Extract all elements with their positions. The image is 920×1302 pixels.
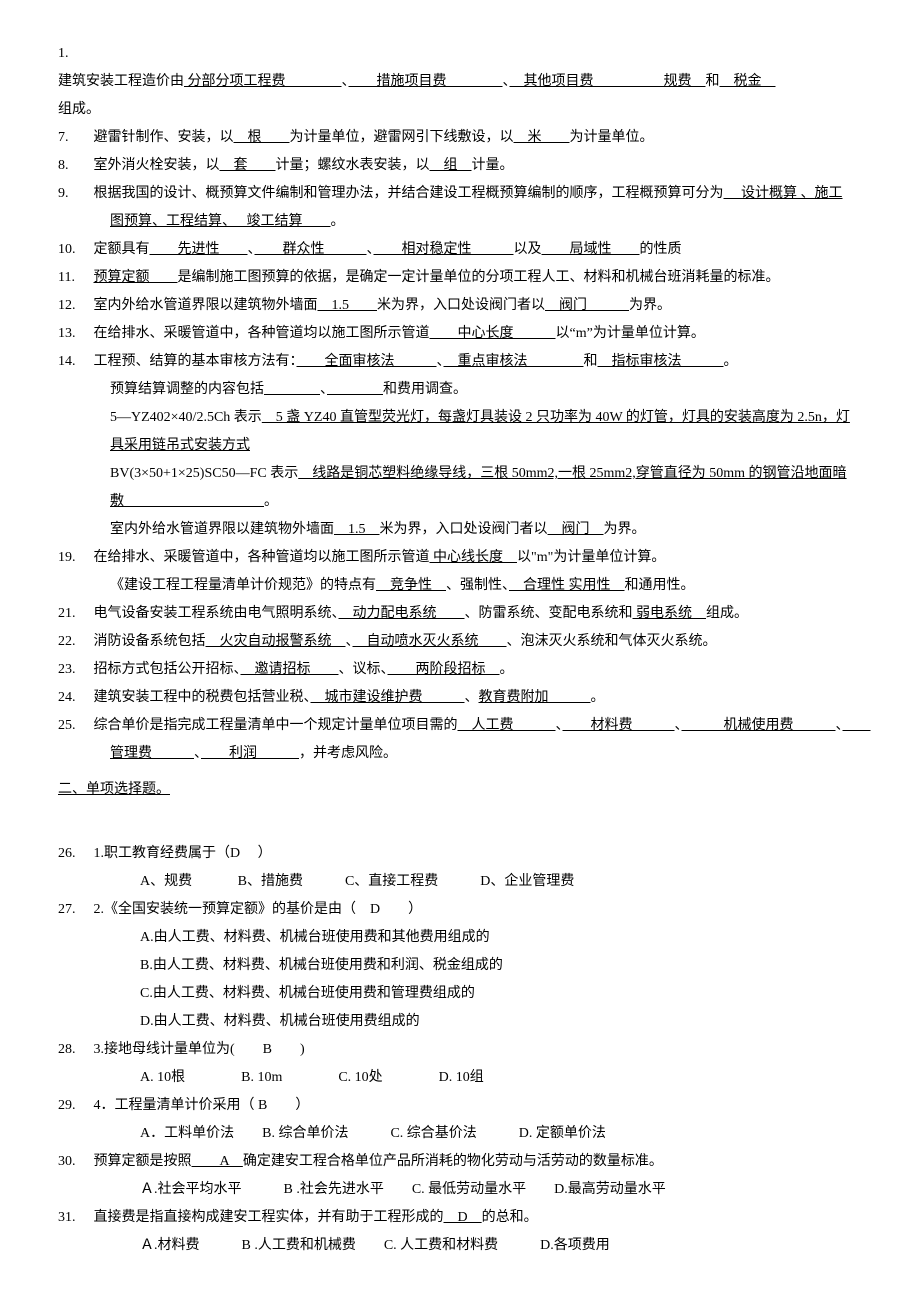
blank: 先进性: [150, 242, 248, 257]
q1-line: 建筑安装工程造价由 分部分项工程费 、 措施项目费 、 其他项目费 规费 和 税…: [58, 68, 862, 96]
blank: 阀门: [548, 522, 604, 537]
q27: 27. 2.《全国安装统一预算定额》的基价是由（ D ）: [58, 896, 862, 924]
q19b: 《建设工程工程量清单计价规范》的特点有 竞争性 、强制性、 合理性 实用性 和通…: [58, 572, 862, 600]
q29: 29. 4．工程量清单计价采用（ B ）: [58, 1092, 862, 1120]
blank: 全面审核法: [297, 354, 437, 369]
q7: 7. 避雷针制作、安装，以 根 为计量单位，避雷网引下线敷设，以 米 为计量单位…: [58, 124, 862, 152]
blank: 群众性: [255, 242, 367, 257]
blank: 根: [234, 130, 290, 145]
q19: 19. 在给排水、采暖管道中，各种管道均以施工图所示管道 中心线长度 以"m"为…: [58, 544, 862, 572]
q30-opts: Ａ.社会平均水平 B .社会先进水平 C. 最低劳动量水平 D.最高劳动量水平: [58, 1176, 862, 1204]
blank: 竞争性: [376, 578, 446, 593]
q23: 23. 招标方式包括公开招标、 邀请招标 、议标、 两阶段招标 。: [58, 656, 862, 684]
q31-opts: Ａ.材料费 B .人工费和机械费 C. 人工费和材料费 D.各项费用: [58, 1232, 862, 1260]
q27-a: A.由人工费、材料费、机械台班使用费和其他费用组成的: [58, 924, 862, 952]
blank: 两阶段招标: [388, 662, 500, 677]
blank: 指标审核法: [598, 354, 724, 369]
q25b: 管理费 、 利润 ，并考虑风险。: [58, 740, 862, 768]
blank: D: [444, 1210, 482, 1225]
q26-opts: A、规费 B、措施费 C、直接工程费 D、企业管理费: [58, 868, 862, 896]
blank: 1.5: [318, 298, 378, 313]
blank: 弱电系统: [633, 606, 707, 621]
blank: 材料费: [563, 718, 675, 733]
blank: 动力配电系统: [339, 606, 465, 621]
q14d: BV(3×50+1×25)SC50—FC 表示 线路是铜芯塑料绝缘导线，三根 5…: [58, 460, 862, 488]
blank: [264, 382, 320, 397]
blank: 规费: [650, 74, 706, 89]
blank: 利润: [201, 746, 299, 761]
num-1: 1.: [58, 46, 69, 61]
q26: 26. 1.职工教育经费属于（D ）: [58, 840, 862, 868]
q14e: 室内外给水管道界限以建筑物外墙面 1.5 米为界，入口处设阀门者以 阀门 为界。: [58, 516, 862, 544]
q31: 31. 直接费是指直接构成建安工程实体，并有助于工程形成的 D 的总和。: [58, 1204, 862, 1232]
blank: 敷: [110, 494, 264, 509]
q29-opts: A．工料单价法 B. 综合单价法 C. 综合基价法 D. 定额单价法: [58, 1120, 862, 1148]
blank: 城市建设维护费: [311, 690, 465, 705]
blank: 重点审核法: [444, 354, 584, 369]
q27-c: C.由人工费、材料费、机械台班使用费和管理费组成的: [58, 980, 862, 1008]
blank: 中心长度: [430, 326, 556, 341]
q28-opts: A. 10根 B. 10m C. 10处 D. 10组: [58, 1064, 862, 1092]
blank: [843, 718, 871, 733]
q14c: 5—YZ402×40/2.5Ch 表示 5 盏 YZ40 直管型荧光灯，每盏灯具…: [58, 404, 862, 432]
blank: 1.5: [334, 522, 380, 537]
blank: 火灾自动报警系统: [206, 634, 346, 649]
blank: 预算定额: [94, 270, 178, 285]
q22: 22. 消防设备系统包括 火灾自动报警系统 、 自动喷水灭火系统 、泡沫灭火系统…: [58, 628, 862, 656]
q14: 14. 工程预、结算的基本审核方法有： 全面审核法 、 重点审核法 和 指标审核…: [58, 348, 862, 376]
q28: 28. 3.接地母线计量单位为( B ): [58, 1036, 862, 1064]
blank: 线路是铜芯塑料绝缘导线，三根 50mm2,一根 25mm2,穿管直径为 50mm…: [298, 466, 846, 481]
q13: 13. 在给排水、采暖管道中，各种管道均以施工图所示管道 中心长度 以“m”为计…: [58, 320, 862, 348]
q12: 12. 室内外给水管道界限以建筑物外墙面 1.5 米为界，入口处设阀门者以 阀门…: [58, 292, 862, 320]
q14c2: 具采用链吊式安装方式: [58, 432, 862, 460]
blank: 5 盏 YZ40 直管型荧光灯，每盏灯具装设 2 只功率为 40W 的灯管，灯具…: [262, 410, 850, 425]
blank: 米: [514, 130, 570, 145]
blank: 阀门: [545, 298, 629, 313]
q30: 30. 预算定额是按照 A 确定建安工程合格单位产品所消耗的物化劳动与活劳动的数…: [58, 1148, 862, 1176]
q27-b: B.由人工费、材料费、机械台班使用费和利润、税金组成的: [58, 952, 862, 980]
q1-num: 1.: [58, 40, 862, 68]
q9: 9. 根据我国的设计、概预算文件编制和管理办法，并结合建设工程概预算编制的顺序，…: [58, 180, 862, 208]
blank: 分部分项工程费: [184, 74, 342, 89]
q25: 25. 综合单价是指完成工程量清单中一个规定计量单位项目需的 人工费 、 材料费…: [58, 712, 862, 740]
section-2-title: 二、单项选择题。: [58, 776, 862, 804]
blank: 套: [220, 158, 276, 173]
q21: 21. 电气设备安装工程系统由电气照明系统、 动力配电系统 、防雷系统、变配电系…: [58, 600, 862, 628]
q14d2: 敷 。: [58, 488, 862, 516]
q1-line2: 组成。: [58, 96, 862, 124]
blank: 局域性: [542, 242, 640, 257]
q8: 8. 室外消火栓安装，以 套 计量；螺纹水表安装，以 组 计量。: [58, 152, 862, 180]
blank: A: [192, 1154, 243, 1169]
blank: 其他项目费: [510, 74, 650, 89]
blank: 机械使用费: [682, 718, 836, 733]
q14b: 预算结算调整的内容包括 、 和费用调查。: [58, 376, 862, 404]
blank: 管理费: [110, 746, 194, 761]
q9-cont: 图预算、工程结算、 竣工结算 。: [58, 208, 862, 236]
q24: 24. 建筑安装工程中的税费包括营业税、 城市建设维护费 、教育费附加 。: [58, 684, 862, 712]
blank: 自动喷水灭火系统: [353, 634, 507, 649]
blank: 教育费附加: [479, 690, 591, 705]
blank: 邀请招标: [241, 662, 339, 677]
blank: 人工费: [458, 718, 556, 733]
blank: [327, 382, 383, 397]
blank: 相对稳定性: [374, 242, 514, 257]
blank: 设计概算 、施工: [724, 186, 843, 201]
blank: 组: [430, 158, 472, 173]
blank: 中心线长度: [430, 550, 518, 565]
blank: 具采用链吊式安装方式: [110, 438, 250, 453]
q11: 11. 预算定额 是编制施工图预算的依据，是确定一定计量单位的分项工程人工、材料…: [58, 264, 862, 292]
q27-d: D.由人工费、材料费、机械台班使用费组成的: [58, 1008, 862, 1036]
blank: 图预算、工程结算、 竣工结算: [110, 214, 331, 229]
blank: 合理性 实用性: [509, 578, 625, 593]
q10: 10. 定额具有 先进性 、 群众性 、 相对稳定性 以及 局域性 的性质: [58, 236, 862, 264]
blank: 措施项目费: [349, 74, 503, 89]
blank: 税金: [720, 74, 776, 89]
spacer: [58, 812, 862, 840]
